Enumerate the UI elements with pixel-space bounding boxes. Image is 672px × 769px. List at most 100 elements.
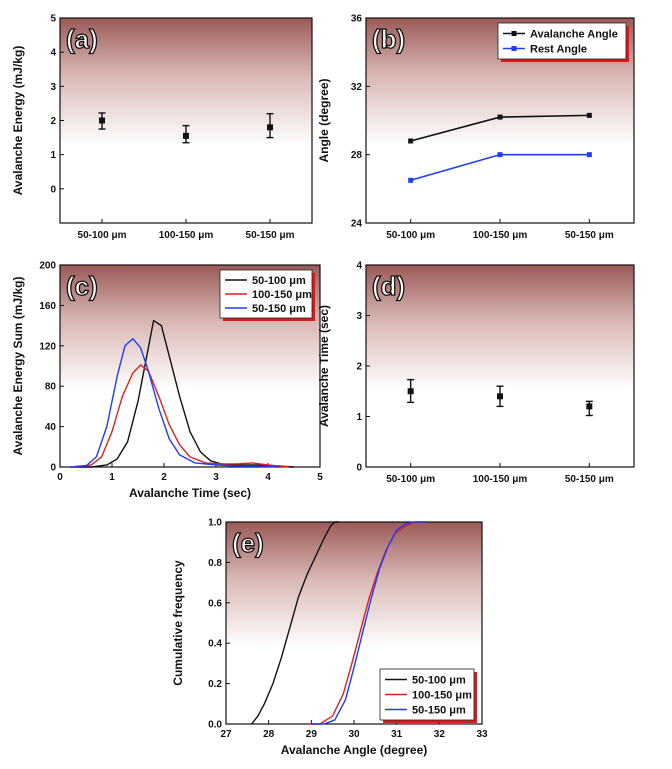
x-category-label: 100-150 μm [159,230,214,241]
y-tick-label: 80 [45,382,57,393]
legend-label: 50-100 μm [412,675,466,687]
y-tick-label: 2 [50,116,56,127]
plot-area-d: 0 1 2 3 4 50-100 μm 100-150 μm 50-150 μm [356,261,635,485]
data-point [408,177,414,183]
y-tick-label: 3 [50,82,56,93]
x-category-label: 50-100 μm [386,230,435,241]
x-tick-label: 28 [263,729,275,740]
x-category-label: 50-100 μm [386,474,435,485]
panel-label: (d) [372,271,405,301]
x-category-label: 50-150 μm [565,474,614,485]
legend-box [497,22,627,60]
panel-a: 0 1 2 3 4 5 50-100 μm 100-150 μm 50-150 μm Avalan… [11,14,313,241]
y-tick-label: 0.6 [208,598,222,609]
x-axis-label: Avalanche Angle (degree) [281,743,427,757]
x-tick-label: 32 [434,729,446,740]
data-point [183,132,189,139]
data-point [407,388,414,395]
y-tick-label: 5 [50,14,56,25]
legend-marker [511,46,517,51]
panel-c: 0 40 80 120 160 200 0 1 2 3 4 5 Avalanche Time (sec)… [11,261,323,501]
legend-e: 50-100 μm 100-150 μm 50-150 μm [379,668,477,723]
data-point [497,152,503,158]
x-category-label: 50-150 μm [565,230,614,241]
data-point [408,138,414,144]
x-tick-label: 31 [391,729,403,740]
panel-label: (e) [232,528,264,558]
panel-e: 0.0 0.2 0.4 0.6 0.8 1.0 27 28 29 30 31 32 33 Avalanch… [171,518,488,758]
x-tick-label: 27 [220,729,232,740]
panel-label: (a) [66,24,98,54]
x-tick-label: 33 [476,729,488,740]
legend-label: Rest Angle [530,44,587,56]
y-tick-label: 0 [356,463,362,474]
y-axis-label: Avalanche Energy Sum (mJ/kg) [11,277,25,456]
series-line [251,521,340,725]
series-line [70,338,279,468]
y-tick-label: 200 [39,261,56,272]
y-tick-label: 3 [356,311,362,322]
y-tick-label: 1 [50,150,56,161]
y-tick-label: 0 [50,184,56,195]
y-axis-label: Angle (degree) [317,78,331,162]
x-tick-label: 2 [161,472,167,483]
plot-area-a: 0 1 2 3 4 5 50-100 μm 100-150 μm 50-150 μm [50,14,313,241]
series-line [70,364,289,468]
legend-c: 50-100 μm 100-150 μm 50-150 μm [219,269,315,321]
plot-background-a [60,18,312,223]
y-tick-label: 160 [39,301,56,312]
data-point [497,393,503,400]
x-category-label: 50-100 μm [78,230,127,241]
y-tick-label: 2 [356,362,362,373]
y-axis-label: Cumulative frequency [171,560,185,686]
y-tick-label: 28 [351,150,363,161]
data-point [586,152,592,158]
legend-box [219,269,313,319]
y-tick-label: 32 [351,82,363,93]
x-tick-label: 30 [348,729,360,740]
y-tick-label: 120 [39,341,56,352]
y-tick-label: 4 [50,48,56,59]
y-tick-label: 1 [356,412,362,423]
panel-b: 24 28 32 36 50-100 μm 100-150 μm 50-150 μm Angl… [317,14,635,241]
y-tick-label: 0.8 [208,558,222,569]
x-tick-label: 5 [317,472,323,483]
series-line [311,521,427,725]
legend-marker [511,31,517,36]
x-tick-label: 0 [57,472,63,483]
x-category-label: 100-150 μm [473,230,528,241]
legend-label: 50-150 μm [412,705,466,717]
x-tick-label: 1 [109,472,115,483]
data-point [267,124,273,131]
y-tick-label: 1.0 [208,518,222,529]
y-tick-label: 0.2 [208,679,222,690]
plot-frame-c [59,264,321,468]
y-tick-label: 36 [351,14,363,25]
y-axis-label: Avalanche Energy (mJ/kg) [11,46,25,196]
legend-label: 50-100 μm [252,275,306,287]
x-tick-label: 29 [306,729,318,740]
legend-b: Avalanche Angle Rest Angle [497,22,629,62]
legend-label: 100-150 μm [252,289,312,301]
y-tick-label: 0.4 [208,639,222,650]
data-point [586,403,593,410]
y-tick-label: 0 [50,463,56,474]
data-point [586,112,592,118]
panel-label: (c) [66,271,98,301]
panel-d: 0 1 2 3 4 50-100 μm 100-150 μm 50-150 μm Avalanc… [317,261,635,485]
series-line [70,319,295,468]
legend-label: 100-150 μm [412,690,472,702]
y-axis-label: Avalanche Time (sec) [317,305,331,427]
data-point [497,114,503,120]
x-axis-label: Avalanche Time (sec) [129,486,251,500]
panel-label: (b) [372,24,405,54]
legend-label: Avalanche Angle [530,29,618,41]
data-point [99,117,105,124]
y-tick-label: 0.0 [208,720,222,731]
x-tick-label: 4 [265,472,271,483]
legend-label: 50-150 μm [252,303,306,315]
x-category-label: 100-150 μm [473,474,528,485]
x-tick-label: 3 [213,472,219,483]
y-tick-label: 24 [351,219,363,230]
